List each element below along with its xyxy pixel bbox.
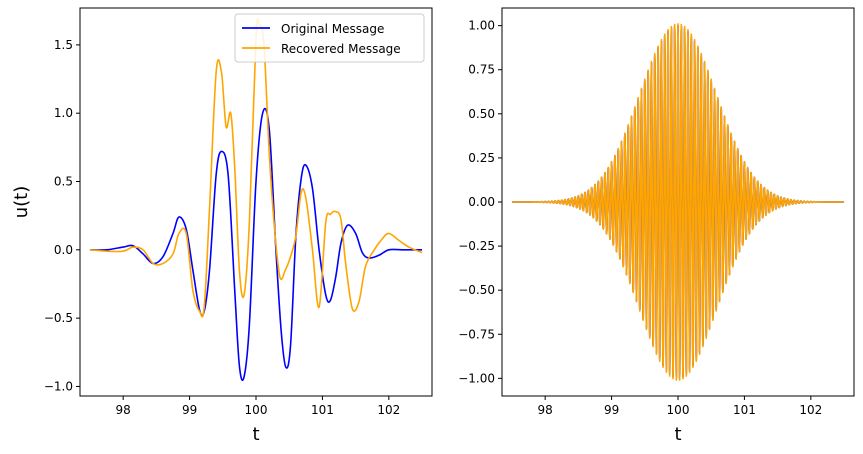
right-y-tick-label: 0.75 — [468, 63, 495, 77]
left-y-tick-label: −0.5 — [44, 311, 73, 325]
right-y-tick-label: 0.00 — [468, 195, 495, 209]
left-y-axis-label: u(t) — [11, 186, 32, 219]
legend-box — [234, 13, 425, 63]
left-y-tick-label: 1.5 — [54, 38, 73, 52]
left-x-tick-label: 102 — [377, 403, 400, 417]
right-x-tick-label: 100 — [667, 403, 690, 417]
left-y-tick-label: −1.0 — [44, 379, 73, 393]
left-x-tick-label: 99 — [182, 403, 197, 417]
right-y-tick-label: −0.50 — [458, 283, 495, 297]
left-y-tick-label: 0.0 — [54, 243, 73, 257]
right-y-tick-label: 0.25 — [468, 151, 495, 165]
left-x-tick-label: 98 — [116, 403, 131, 417]
right-y-tick-label: −1.00 — [458, 371, 495, 385]
right-series-line-recovered — [511, 23, 845, 381]
left-x-ticks: 98 99 100 101 102 — [116, 396, 400, 417]
right-x-tick-label: 101 — [733, 403, 756, 417]
right-series-lines — [511, 23, 845, 381]
legend: Original Message Recovered Message — [234, 13, 425, 63]
left-x-axis-label: t — [252, 424, 259, 445]
right-y-tick-label: −0.75 — [458, 327, 495, 341]
right-chart-panel: 98 99 100 101 102 −1.00 −0.75 −0.50 −0.25 0.00 0.… — [458, 7, 855, 445]
left-chart-panel: 98 99 100 101 102 −1.0 −0.5 0.0 0.5 1.0 1.5 t u(t… — [11, 7, 433, 445]
legend-label-original: Original Message — [281, 22, 384, 36]
right-x-tick-label: 102 — [799, 403, 822, 417]
left-y-tick-label: 1.0 — [54, 106, 73, 120]
right-x-tick-label: 98 — [538, 403, 553, 417]
right-x-axis-label: t — [674, 424, 681, 445]
right-x-tick-label: 99 — [604, 403, 619, 417]
right-y-tick-label: 1.00 — [468, 19, 495, 33]
left-x-tick-label: 101 — [311, 403, 334, 417]
right-x-ticks: 98 99 100 101 102 — [538, 396, 822, 417]
right-y-tick-label: 0.50 — [468, 107, 495, 121]
left-x-tick-label: 100 — [245, 403, 268, 417]
left-y-tick-label: 0.5 — [54, 175, 73, 189]
left-y-ticks: −1.0 −0.5 0.0 0.5 1.0 1.5 — [44, 38, 80, 393]
legend-label-recovered: Recovered Message — [281, 42, 401, 56]
right-y-tick-label: −0.25 — [458, 239, 495, 253]
right-y-ticks: −1.00 −0.75 −0.50 −0.25 0.00 0.25 0.50 0.75 1.00 — [458, 19, 502, 385]
